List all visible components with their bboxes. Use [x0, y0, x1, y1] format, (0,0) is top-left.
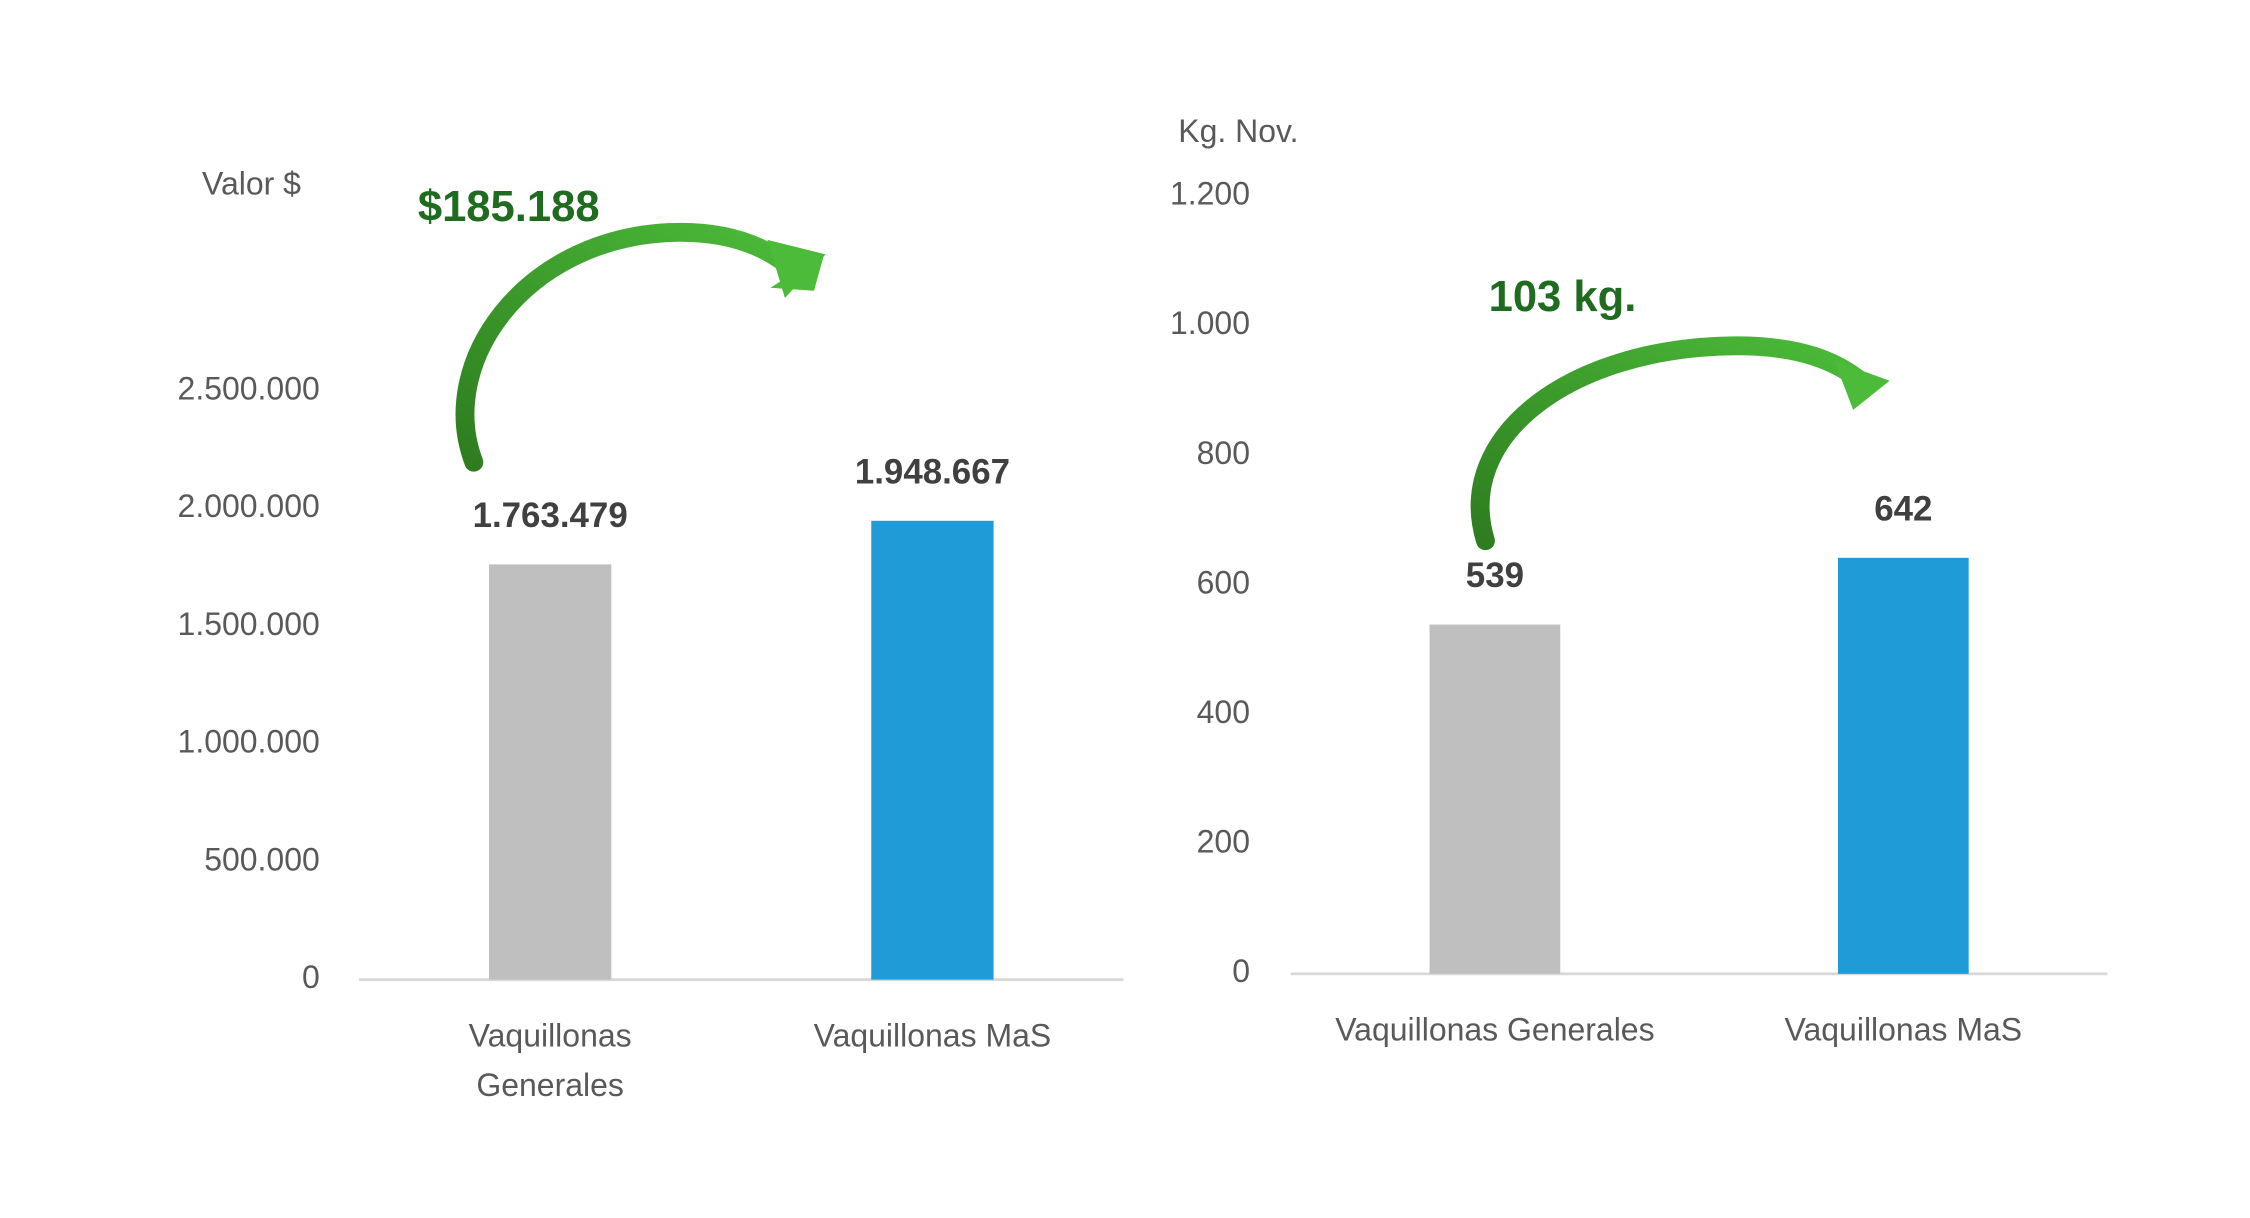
- y-tick-label: 0: [302, 959, 320, 995]
- y-tick-label: 1.000.000: [178, 724, 320, 760]
- x-tick-label-box: Vaquillonas Generales: [468, 1017, 632, 1104]
- y-tick-label: 600: [1197, 564, 1250, 600]
- y-tick-label: 400: [1197, 694, 1250, 730]
- value-label: 642: [1874, 490, 1932, 529]
- y-tick-label: 0: [1232, 953, 1250, 989]
- x-tick-label: Vaquillonas MaS: [1784, 1011, 2023, 1048]
- arrow-left: [455, 222, 826, 472]
- value-label: 1.763.479: [473, 496, 628, 535]
- y-tick-label: 1.200: [1170, 176, 1250, 212]
- y-tick-label: 200: [1197, 824, 1250, 860]
- y-tick-label: 1.000: [1170, 305, 1250, 341]
- y-tick-label: 2.000.000: [178, 488, 320, 524]
- value-label: 1.948.667: [855, 453, 1010, 492]
- annotation: 103 kg.: [1489, 273, 1637, 321]
- bar: [488, 564, 612, 980]
- x-tick-label-box: Vaquillonas MaS: [1784, 1011, 2023, 1048]
- annotation: $185.188: [418, 183, 600, 231]
- x-tick-label-box: Vaquillonas MaS: [813, 1017, 1052, 1054]
- x-tick-label: Vaquillonas Generales: [468, 1017, 632, 1104]
- bar: [871, 520, 994, 980]
- y-tick-label: 500.000: [204, 841, 320, 877]
- value-label: 539: [1466, 556, 1524, 595]
- y-axis-label: Valor $: [202, 165, 301, 201]
- x-tick-label-box: Vaquillonas Generales: [1335, 1011, 1655, 1048]
- bar: [1837, 557, 1969, 974]
- y-tick-label: 800: [1197, 435, 1250, 471]
- y-tick-label: 1.500.000: [178, 606, 320, 642]
- y-tick-label: 2.500.000: [178, 370, 320, 406]
- x-tick-label: Vaquillonas Generales: [1335, 1011, 1655, 1048]
- y-axis-label: Kg. Nov.: [1178, 113, 1298, 149]
- bar: [1429, 624, 1561, 974]
- arrow-right: [1470, 336, 1890, 551]
- x-tick-label: Vaquillonas MaS: [813, 1017, 1052, 1054]
